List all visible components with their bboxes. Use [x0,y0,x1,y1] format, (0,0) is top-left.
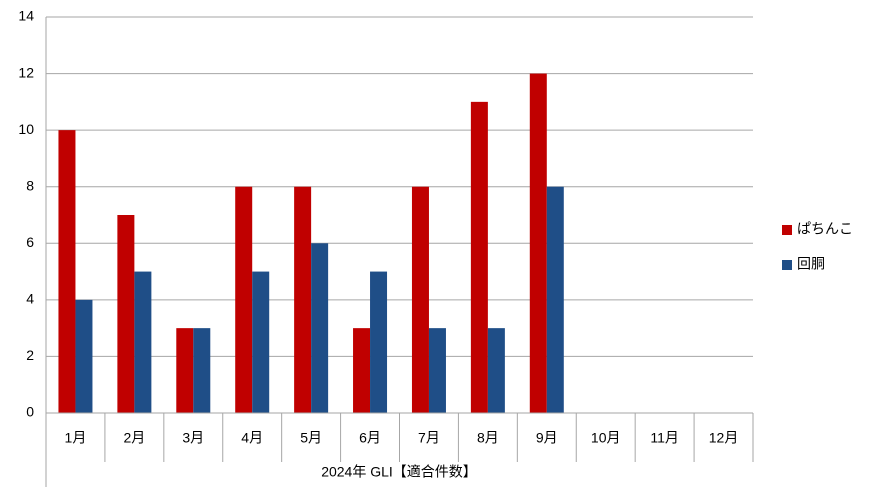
bar [252,271,270,413]
x-tick-label: 7月 [418,430,440,446]
legend-swatch [782,260,792,270]
x-tick-label: 4月 [241,430,263,446]
y-tick-label: 6 [26,234,34,250]
bar [428,328,446,413]
bar [546,186,564,413]
y-tick-label: 0 [26,404,34,420]
y-tick-label: 4 [26,291,34,307]
legend-swatch [782,225,792,235]
x-tick-label: 2月 [123,430,145,446]
x-tick-label: 5月 [300,430,322,446]
bar [235,186,253,413]
bar [117,215,135,413]
y-tick-label: 8 [26,177,34,193]
x-tick-label: 3月 [182,430,204,446]
bar [75,299,93,413]
x-tick-label: 12月 [709,430,739,446]
bar [370,271,388,413]
y-tick-label: 14 [18,8,34,24]
x-axis-title: 2024年 GLI【適合件数】 [321,464,477,480]
x-tick-label: 1月 [65,430,87,446]
y-tick-label: 12 [18,64,34,80]
legend-label: 回胴 [797,256,825,272]
x-tick-label: 8月 [477,430,499,446]
x-tick-label: 6月 [359,430,381,446]
y-tick-label: 10 [18,121,34,137]
bar [294,186,312,413]
x-tick-label: 10月 [591,430,621,446]
y-tick-label: 2 [26,347,34,363]
bar [411,186,429,413]
bar [353,328,371,413]
bar [470,101,488,413]
bar [193,328,211,413]
bar [529,73,547,414]
bar [311,243,329,413]
bar [487,328,505,413]
x-tick-label: 9月 [536,430,558,446]
bar [176,328,194,413]
legend-label: ぱちんこ [797,221,853,237]
bar [134,271,152,413]
bar [58,130,76,413]
x-tick-label: 11月 [650,430,679,446]
